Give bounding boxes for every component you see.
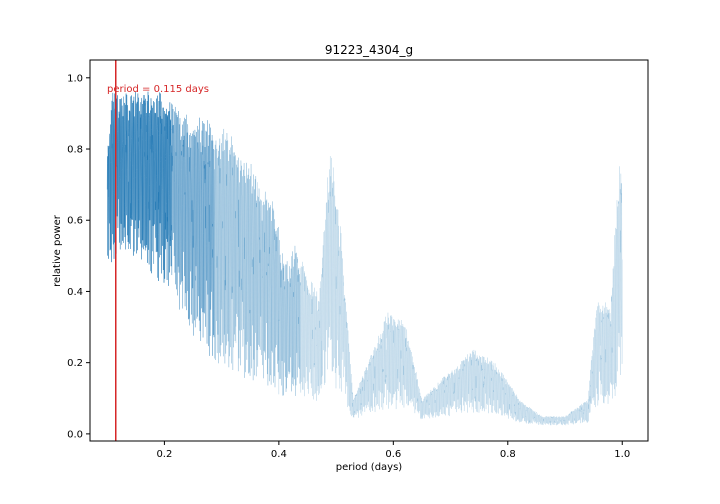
y-axis-label: relative power [52, 214, 63, 287]
y-tick-label: 0.2 [67, 358, 83, 369]
series-line [278, 240, 301, 396]
series-line [536, 411, 559, 426]
series-line [450, 353, 473, 413]
series-line [557, 407, 580, 426]
series-line [192, 117, 215, 356]
chart-title: 91223_4304_g [325, 43, 413, 57]
y-tick-label: 0.4 [67, 287, 83, 298]
series-line [149, 92, 172, 286]
series-line [579, 302, 602, 424]
x-tick-label: 0.4 [271, 449, 287, 460]
series-line [514, 394, 537, 424]
x-tick-label: 0.6 [385, 449, 401, 460]
series-line [364, 316, 387, 413]
series-line [300, 261, 323, 401]
x-axis-label: period (days) [336, 462, 403, 473]
best-period-label: period = 0.115 days [107, 84, 209, 95]
x-tick-label: 1.0 [614, 449, 630, 460]
y-tick-label: 1.0 [67, 73, 83, 84]
y-axis: 0.0 0.2 0.4 0.6 0.8 1.0 [67, 73, 90, 440]
series-line [257, 188, 280, 395]
series-line [471, 349, 494, 414]
x-axis: 0.2 0.4 0.6 0.8 1.0 [156, 441, 630, 460]
series-line [493, 362, 516, 420]
series-line [385, 312, 408, 410]
series-line [171, 104, 194, 326]
x-tick-label: 0.8 [500, 449, 516, 460]
y-tick-label: 0.0 [67, 429, 83, 440]
series-line [106, 91, 129, 263]
series-line [600, 166, 623, 404]
x-tick-label: 0.2 [156, 449, 172, 460]
y-tick-label: 0.6 [67, 216, 83, 227]
series-line [343, 275, 365, 418]
series-line [407, 340, 430, 420]
y-tick-label: 0.8 [67, 145, 83, 156]
series-line [214, 128, 237, 370]
series-line [128, 91, 151, 265]
series-line [428, 373, 451, 419]
series-layer [106, 91, 623, 426]
series-line [321, 156, 344, 392]
plot-frame [89, 59, 649, 442]
series-line [235, 157, 258, 381]
